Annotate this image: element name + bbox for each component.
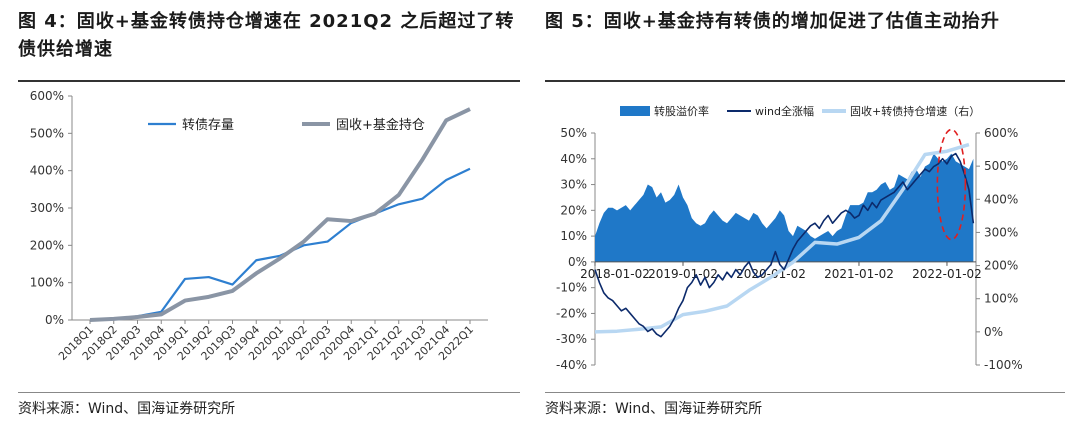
legend-label-1: wind全涨幅 [755,104,814,118]
y-tick-label: 400% [30,164,64,178]
y-tick-label: 500% [30,126,64,140]
left-y-tick-label: -30% [556,332,587,346]
y-tick-label: 100% [30,276,64,290]
x-tick-label: 2022-01-02 [912,267,982,281]
left-y-tick-label: 30% [560,178,587,192]
x-tick-label: 2021-01-02 [824,267,894,281]
legend-label-1: 固收+基金持仓 [336,117,425,133]
figure5-title: 图 5：固收+基金持有转债的增加促进了估值主动抬升 [545,11,1000,32]
x-tick-label: 2019-01-02 [648,267,718,281]
x-tick-label: 2018-01-02 [580,267,650,281]
figure4-source-rule [18,392,520,393]
left-y-tick-label: 50% [560,126,587,140]
figure5-source: 资料来源：Wind、国海证券研究所 [545,401,763,417]
figure5-title-rule [545,80,1065,82]
right-y-tick-label: -100% [984,358,1023,372]
series-line-1 [89,107,471,322]
y-tick-label: 0% [45,313,64,327]
right-y-tick-label: 600% [984,126,1018,140]
x-tick-label: 2020-01-02 [736,267,806,281]
series-line-2 [594,142,970,334]
figure5-source-rule [545,392,1065,393]
annotation-ellipse [936,128,967,241]
legend-swatch-0 [620,106,650,116]
legend-label-2: 固收+转债持仓增速（右） [850,104,980,118]
y-tick-label: 300% [30,201,64,215]
figure4-title: 图 4：固收+基金转债持仓增速在 2021Q2 之后超过了转债供给增速 [18,11,515,60]
right-y-tick-label: 200% [984,259,1018,273]
right-y-tick-label: 400% [984,192,1018,206]
figure4-source: 资料来源：Wind、国海证券研究所 [18,401,236,417]
legend-label-0: 转债存量 [182,118,234,133]
figure4-title-rule [18,80,520,82]
y-tick-label: 200% [30,238,64,252]
legend-label-0: 转股溢价率 [654,104,709,118]
chart-figure4: 0%100%200%300%400%500%600%2018Q12018Q220… [30,89,488,363]
left-y-tick-label: -10% [556,281,587,295]
right-y-tick-label: 0% [984,325,1003,339]
left-y-tick-label: -20% [556,306,587,320]
left-y-tick-label: -40% [556,358,587,372]
y-tick-label: 600% [30,89,64,103]
left-y-tick-label: 0% [568,255,587,269]
series-line-1 [594,152,975,338]
left-y-tick-label: 40% [560,152,587,166]
left-y-tick-label: 20% [560,203,587,217]
right-y-tick-label: 300% [984,225,1018,239]
right-y-tick-label: 100% [984,292,1018,306]
right-y-tick-label: 500% [984,159,1018,173]
series-area-0 [595,153,974,262]
left-y-tick-label: 10% [560,229,587,243]
